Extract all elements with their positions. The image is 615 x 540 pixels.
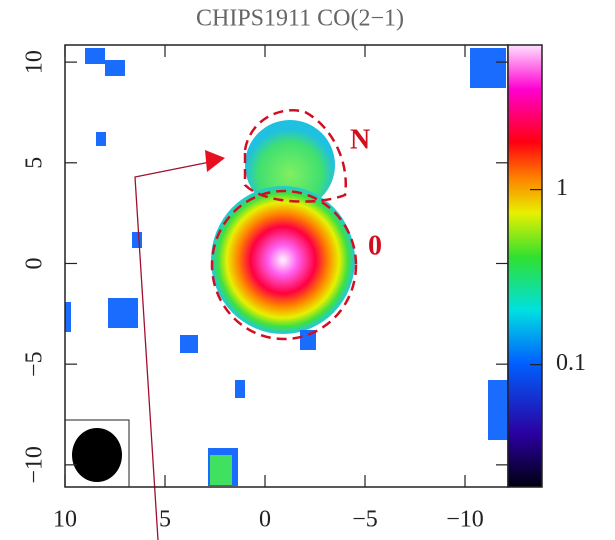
core-contour [210, 189, 358, 341]
chart-title: CHIPS1911 CO(2−1) [196, 6, 404, 32]
arrow-head [205, 150, 225, 172]
annotation: N [350, 124, 370, 155]
x-tick-label: 5 [159, 507, 171, 533]
core-blob [211, 186, 355, 334]
x-tick-label: 0 [259, 507, 271, 533]
emission [65, 48, 508, 486]
y-tick-label: −5 [22, 351, 48, 377]
green-pixel [210, 455, 232, 485]
x-tick-label: 10 [53, 507, 77, 533]
north-blob [245, 120, 335, 210]
contours [210, 109, 358, 341]
annotation: 0 [368, 230, 382, 261]
y-tick-label: 10 [22, 50, 48, 74]
y-tick-label: 5 [22, 157, 48, 169]
north-contour [243, 109, 348, 203]
colorbar [507, 44, 543, 488]
colorbar-tick-label: 0.1 [556, 350, 586, 376]
x-tick-label: −5 [352, 507, 378, 533]
beam [72, 428, 122, 482]
pointer-line [134, 161, 211, 540]
y-tick-label: −10 [22, 446, 48, 484]
x-tick-label: −10 [446, 507, 484, 533]
y-tick-label: 0 [22, 257, 48, 269]
colorbar-tick-label: 1 [556, 175, 568, 201]
